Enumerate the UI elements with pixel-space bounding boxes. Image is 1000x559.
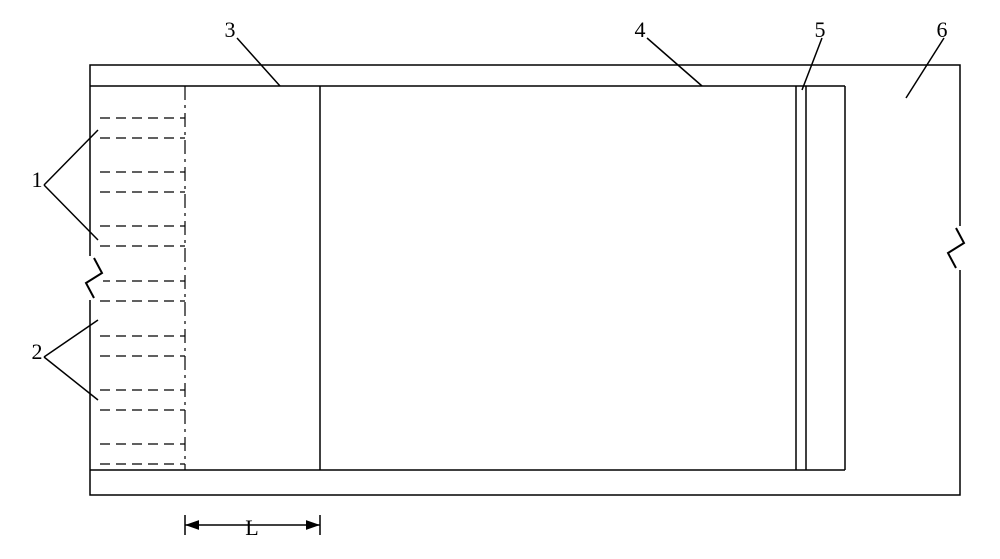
callout-label-5: 5 <box>815 17 826 42</box>
callout-label-2: 2 <box>32 339 43 364</box>
callout-label-4: 4 <box>635 17 646 42</box>
callout-label-1: 1 <box>32 167 43 192</box>
callout-label-6: 6 <box>937 17 948 42</box>
canvas-bg <box>0 0 1000 559</box>
dimension-label: L <box>245 515 258 540</box>
callout-label-3: 3 <box>225 17 236 42</box>
